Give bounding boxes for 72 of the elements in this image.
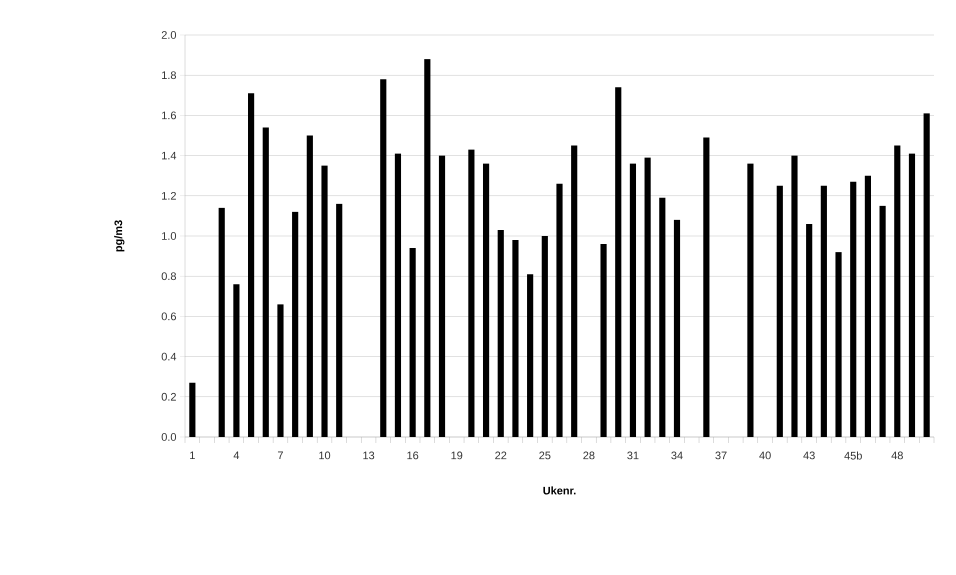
x-tick-label: 19 <box>451 452 462 460</box>
bar <box>218 208 225 437</box>
bar <box>571 146 578 437</box>
bar <box>674 220 680 437</box>
x-tick-label: 7 <box>278 452 283 460</box>
x-axis-title: Ukenr. <box>543 486 576 494</box>
bar <box>512 240 519 437</box>
bar <box>835 252 842 437</box>
bar <box>468 150 474 437</box>
bar <box>438 156 446 437</box>
bar <box>703 138 710 437</box>
bar <box>850 182 856 437</box>
y-tick-label: 1.0 <box>162 232 176 240</box>
bar <box>659 198 666 437</box>
y-tick-label: 0.8 <box>162 272 176 280</box>
y-tick-label: 2.0 <box>162 31 176 39</box>
bar <box>747 164 754 437</box>
x-tick-label: 16 <box>407 452 418 460</box>
x-tick-label: 10 <box>319 452 330 460</box>
bar <box>306 135 313 437</box>
bar <box>630 164 636 437</box>
bar <box>262 127 269 437</box>
y-tick-label: 1.6 <box>162 112 176 120</box>
bar <box>424 59 430 437</box>
bar <box>806 224 812 437</box>
bar <box>880 206 886 437</box>
bar <box>600 244 607 437</box>
bar <box>380 79 386 437</box>
y-axis-title: pg/m3 <box>114 220 124 252</box>
y-tick-label: 1.2 <box>162 192 176 200</box>
bar <box>791 156 798 437</box>
bar <box>542 236 548 437</box>
x-tick-label: 37 <box>715 452 727 460</box>
x-tick-label: 13 <box>363 452 374 460</box>
x-tick-label: 28 <box>583 452 594 460</box>
x-tick-label: 45b <box>844 452 862 460</box>
bar <box>924 113 930 437</box>
x-tick-label: 48 <box>891 452 903 460</box>
bar <box>233 284 240 437</box>
bar <box>498 230 504 437</box>
y-tick-label: 1.4 <box>162 152 176 160</box>
x-tick-label: 43 <box>803 452 815 460</box>
bar <box>321 166 328 437</box>
bar <box>482 164 490 437</box>
x-tick-label: 22 <box>495 452 506 460</box>
y-tick-label: 0.2 <box>162 392 176 401</box>
bar <box>864 176 871 437</box>
bar <box>248 93 254 437</box>
bar <box>556 184 563 437</box>
bar <box>908 154 916 437</box>
bar <box>894 146 900 437</box>
bar <box>820 186 827 437</box>
bar <box>189 382 196 437</box>
bar <box>292 212 298 437</box>
x-tick-label: 40 <box>759 452 771 460</box>
x-tick-label: 34 <box>671 452 683 460</box>
x-tick-label: 25 <box>539 452 550 460</box>
y-tick-label: 0.0 <box>162 433 176 441</box>
bar <box>644 158 651 437</box>
y-tick-label: 0.6 <box>162 312 176 320</box>
bar <box>277 304 284 437</box>
y-tick-label: 0.4 <box>162 352 176 360</box>
bar <box>527 274 534 437</box>
x-tick-label: 1 <box>190 452 195 460</box>
bar <box>615 87 622 437</box>
x-tick-label: 4 <box>234 452 240 460</box>
bar <box>410 248 416 437</box>
y-tick-label: 1.8 <box>162 71 176 80</box>
bar <box>776 186 783 437</box>
bar <box>394 154 402 437</box>
bar <box>336 204 342 437</box>
x-tick-label: 31 <box>627 452 638 460</box>
